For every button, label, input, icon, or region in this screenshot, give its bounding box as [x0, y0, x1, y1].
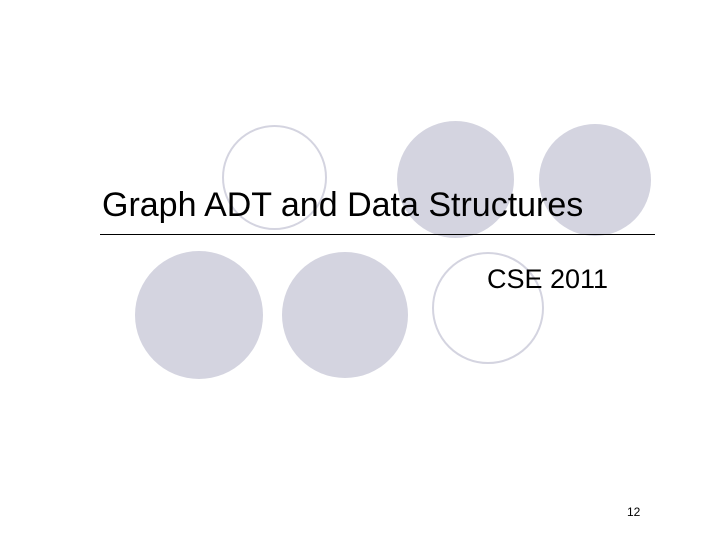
page-number: 12: [627, 505, 640, 519]
title-underline: [100, 234, 655, 235]
decorative-circle: [135, 251, 263, 379]
decorative-circle: [282, 252, 408, 378]
slide-title: Graph ADT and Data Structures: [102, 186, 583, 225]
slide-subtitle: CSE 2011: [487, 264, 608, 295]
